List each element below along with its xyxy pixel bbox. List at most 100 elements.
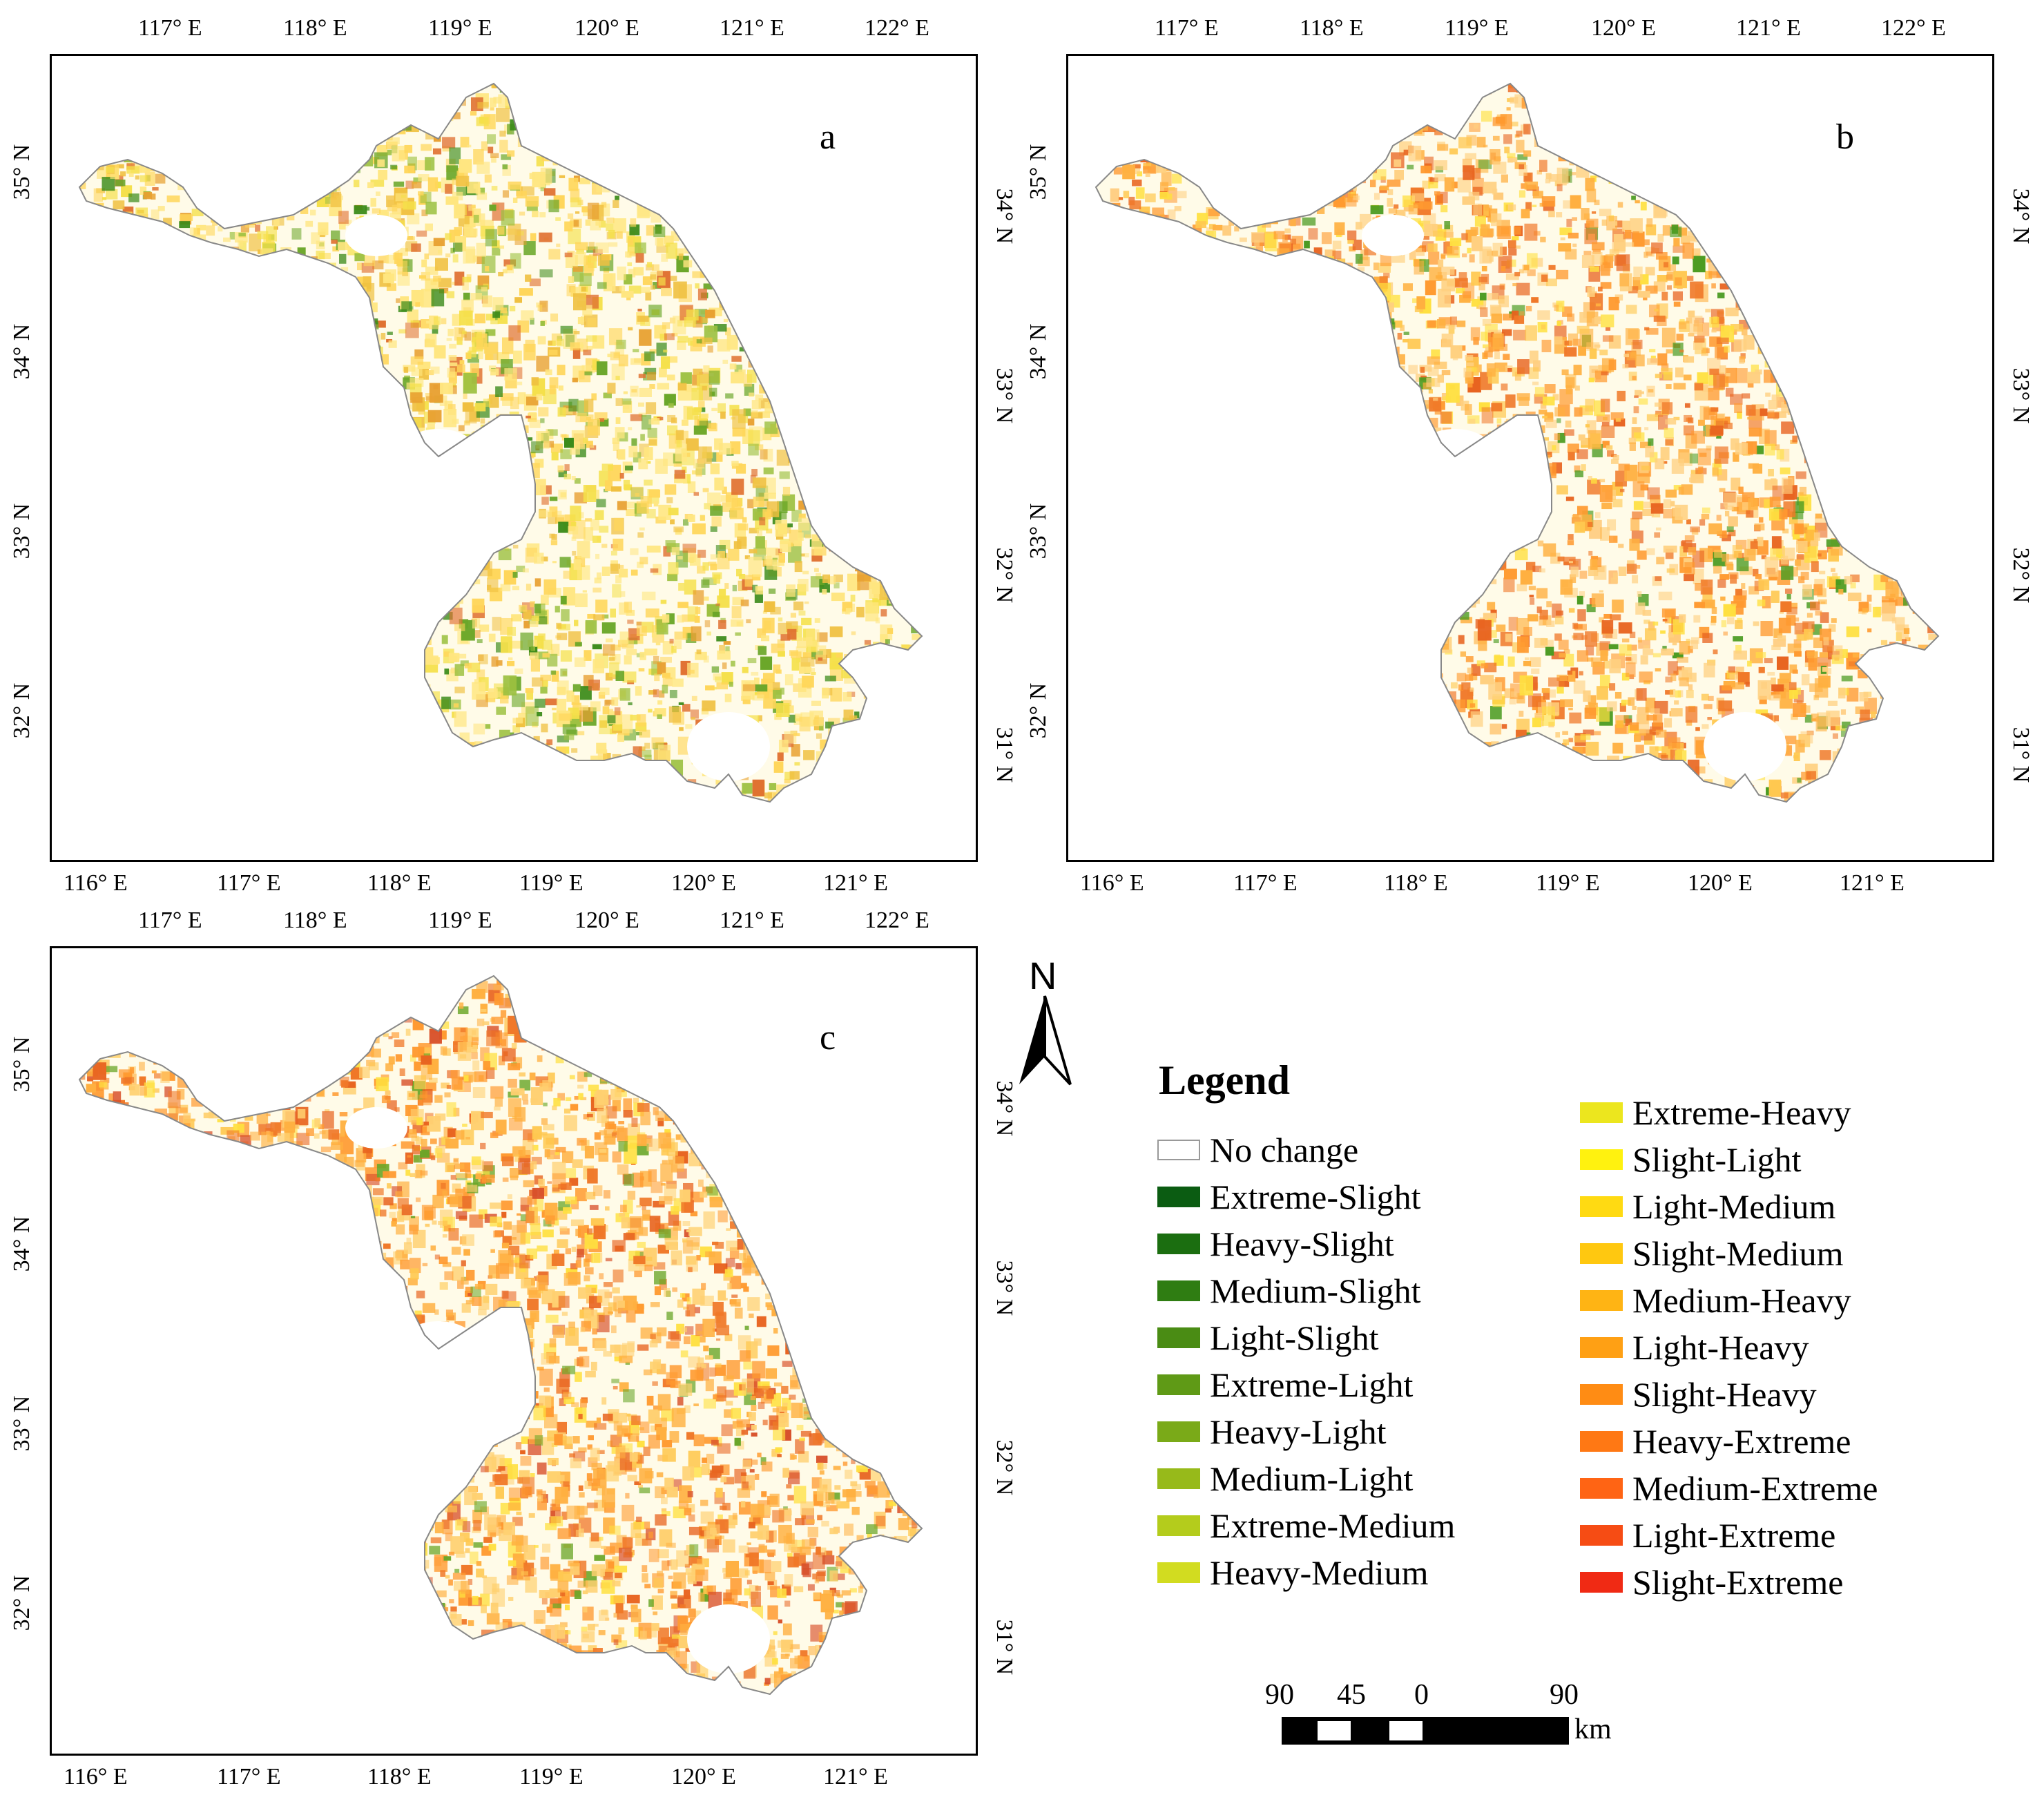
legend-item: Slight-Light: [1580, 1140, 1802, 1179]
left-tick-label: 34° N: [9, 323, 35, 380]
right-tick-label: 33° N: [2008, 367, 2034, 424]
legend-swatch: [1157, 1234, 1200, 1254]
map-c-canvas: [78, 975, 923, 1696]
left-tick-label: 35° N: [9, 1036, 35, 1093]
bottom-tick-label: 118° E: [1384, 870, 1448, 896]
map-b-canvas: [1095, 82, 1940, 803]
north-arrow-label: N: [1029, 954, 1057, 997]
top-tick-label: 121° E: [1736, 15, 1801, 41]
legend-label: No change: [1210, 1131, 1359, 1169]
top-tick-label: 121° E: [720, 908, 784, 933]
top-tick-label: 122° E: [865, 15, 929, 41]
legend-swatch: [1580, 1102, 1623, 1123]
legend-item: Slight-Extreme: [1580, 1563, 1844, 1602]
top-tick-label: 117° E: [138, 15, 202, 41]
legend-item: Medium-Heavy: [1580, 1281, 1851, 1320]
top-tick-label: 119° E: [428, 908, 492, 933]
legend-item: Slight-Medium: [1580, 1234, 1844, 1273]
legend-label: Light-Medium: [1632, 1187, 1836, 1226]
legend-swatch: [1580, 1196, 1623, 1217]
top-tick-label: 120° E: [575, 15, 639, 41]
legend-swatch: [1157, 1280, 1200, 1301]
legend-swatch: [1157, 1327, 1200, 1348]
legend-label: Extreme-Medium: [1210, 1506, 1456, 1545]
legend-item: No change: [1157, 1131, 1359, 1169]
legend-label: Heavy-Medium: [1210, 1553, 1429, 1592]
bottom-tick-label: 121° E: [823, 870, 888, 896]
legend-label: Extreme-Light: [1210, 1365, 1414, 1404]
legend-label: Extreme-Slight: [1210, 1178, 1421, 1216]
panel-label-c: c: [820, 1018, 836, 1057]
legend-label: Slight-Light: [1632, 1140, 1802, 1179]
right-tick-label: 33° N: [992, 1260, 1017, 1316]
legend-item: Extreme-Light: [1157, 1365, 1414, 1404]
scale-label-90-right: 90: [1550, 1679, 1579, 1711]
right-tick-label: 31° N: [992, 1619, 1017, 1676]
left-tick-label: 33° N: [9, 503, 35, 559]
left-tick-label: 32° N: [9, 682, 35, 739]
bottom-tick-label: 119° E: [1536, 870, 1600, 896]
top-tick-label: 118° E: [1300, 15, 1364, 41]
top-tick-label: 122° E: [1881, 15, 1946, 41]
legend-swatch: [1157, 1515, 1200, 1536]
right-tick-label: 31° N: [2008, 727, 2034, 783]
top-tick-label: 118° E: [283, 15, 347, 41]
left-tick-label: 35° N: [1025, 144, 1051, 200]
top-tick-label: 121° E: [720, 15, 784, 41]
top-tick-label: 119° E: [428, 15, 492, 41]
legend-swatch: [1580, 1384, 1623, 1405]
bottom-tick-label: 116° E: [64, 870, 128, 896]
legend-label: Medium-Heavy: [1632, 1281, 1851, 1320]
left-tick-label: 34° N: [9, 1216, 35, 1272]
legend-swatch: [1580, 1149, 1623, 1170]
panel-label-a: a: [820, 117, 836, 157]
bottom-tick-label: 116° E: [64, 1764, 128, 1789]
legend-item: Heavy-Medium: [1157, 1553, 1429, 1592]
legend-swatch: [1157, 1562, 1200, 1583]
legend-item: Light-Extreme: [1580, 1516, 1835, 1555]
legend-swatch: [1580, 1290, 1623, 1311]
bottom-tick-label: 119° E: [519, 870, 584, 896]
legend: Legend No change Extreme-Slight Heavy-Slig…: [1132, 1057, 1961, 1644]
legend-swatch: [1157, 1421, 1200, 1442]
legend-item: Light-Slight: [1157, 1318, 1378, 1357]
legend-swatch: [1157, 1187, 1200, 1207]
left-tick-label: 32° N: [9, 1575, 35, 1631]
bottom-tick-label: 120° E: [1688, 870, 1753, 896]
legend-item: Heavy-Extreme: [1580, 1422, 1851, 1461]
top-tick-label: 118° E: [283, 908, 347, 933]
map-a-canvas: [78, 82, 923, 803]
legend-swatch: [1580, 1243, 1623, 1264]
map-panel-a: a: [50, 54, 978, 862]
bottom-tick-label: 117° E: [217, 1764, 281, 1789]
left-tick-label: 32° N: [1025, 682, 1051, 739]
left-tick-label: 34° N: [1025, 323, 1051, 380]
scale-label-0: 0: [1414, 1679, 1429, 1711]
legend-swatch: [1157, 1468, 1200, 1489]
bottom-tick-label: 120° E: [671, 1764, 736, 1789]
legend-swatch: [1580, 1431, 1623, 1452]
scale-bar-graphic: [1282, 1717, 1569, 1745]
bottom-tick-label: 121° E: [1840, 870, 1905, 896]
top-tick-label: 120° E: [1591, 15, 1656, 41]
legend-item: Medium-Extreme: [1580, 1469, 1878, 1508]
map-panel-b: b: [1066, 54, 1994, 862]
bottom-tick-label: 120° E: [671, 870, 736, 896]
legend-label: Heavy-Slight: [1210, 1225, 1394, 1263]
legend-item: Heavy-Slight: [1157, 1225, 1394, 1263]
legend-swatch: [1580, 1572, 1623, 1593]
scale-bar: 90 45 0 90 km: [1265, 1678, 1657, 1754]
left-tick-label: 35° N: [9, 144, 35, 200]
bottom-tick-label: 116° E: [1080, 870, 1144, 896]
legend-item: Light-Medium: [1580, 1187, 1836, 1226]
legend-label: Slight-Medium: [1632, 1234, 1844, 1273]
bottom-tick-label: 117° E: [217, 870, 281, 896]
top-tick-label: 122° E: [865, 908, 929, 933]
top-tick-label: 120° E: [575, 908, 639, 933]
top-tick-label: 119° E: [1445, 15, 1509, 41]
legend-item: Heavy-Light: [1157, 1412, 1386, 1451]
right-tick-label: 32° N: [992, 1439, 1017, 1496]
legend-label: Slight-Heavy: [1632, 1375, 1817, 1414]
legend-title: Legend: [1159, 1057, 1291, 1103]
legend-swatch: [1580, 1337, 1623, 1358]
